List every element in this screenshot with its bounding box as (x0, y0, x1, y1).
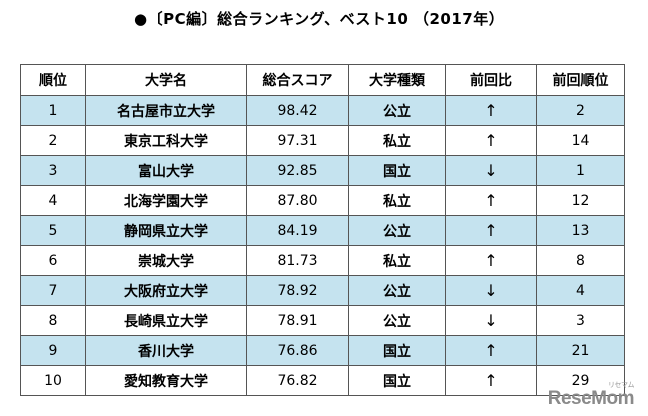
cell-university-name: 崇城大学 (85, 245, 247, 276)
table-row: 1 名古屋市立大学 98.42 公立 ↑ 2 (20, 95, 625, 126)
cell-score: 98.42 (246, 95, 349, 126)
table-row: 10 愛知教育大学 76.82 国立 ↑ 29 (20, 365, 625, 396)
cell-rank: 10 (20, 365, 86, 396)
cell-rank: 8 (20, 305, 86, 336)
cell-university-name: 東京工科大学 (85, 125, 247, 156)
cell-rank: 1 (20, 95, 86, 126)
header-type: 大学種類 (348, 64, 446, 96)
header-university: 大学名 (85, 64, 247, 96)
cell-previous-rank: 21 (536, 335, 625, 366)
table-header-row: 順位 大学名 総合スコア 大学種類 前回比 前回順位 (20, 64, 625, 96)
cell-rank: 7 (20, 275, 86, 306)
cell-change-arrow: ↑ (445, 215, 537, 246)
page-title: ●〔PC編〕総合ランキング、ベスト10 （2017年） (134, 10, 505, 28)
cell-change-arrow: ↑ (445, 125, 537, 156)
cell-previous-rank: 2 (536, 95, 625, 126)
cell-university-type: 国立 (348, 335, 446, 366)
table-row: 6 崇城大学 81.73 私立 ↑ 8 (20, 245, 625, 276)
ranking-table: 順位 大学名 総合スコア 大学種類 前回比 前回順位 1 名古屋市立大学 98.42… (20, 64, 625, 396)
cell-university-name: 富山大学 (85, 155, 247, 186)
cell-change-arrow: ↓ (445, 275, 537, 306)
cell-university-type: 公立 (348, 275, 446, 306)
cell-score: 76.82 (246, 365, 349, 396)
cell-change-arrow: ↑ (445, 365, 537, 396)
cell-rank: 6 (20, 245, 86, 276)
cell-previous-rank: 1 (536, 155, 625, 186)
cell-change-arrow: ↑ (445, 185, 537, 216)
cell-previous-rank: 4 (536, 275, 625, 306)
cell-score: 84.19 (246, 215, 349, 246)
resemom-logo: ReseMom リセマム (547, 382, 635, 410)
cell-rank: 3 (20, 155, 86, 186)
cell-rank: 9 (20, 335, 86, 366)
header-rank: 順位 (20, 64, 86, 96)
logo-ruby: リセマム (608, 382, 635, 389)
table-row: 2 東京工科大学 97.31 私立 ↑ 14 (20, 125, 625, 156)
cell-score: 76.86 (246, 335, 349, 366)
cell-change-arrow: ↓ (445, 155, 537, 186)
cell-university-name: 香川大学 (85, 335, 247, 366)
cell-score: 78.91 (246, 305, 349, 336)
cell-university-name: 北海学園大学 (85, 185, 247, 216)
cell-previous-rank: 8 (536, 245, 625, 276)
cell-score: 97.31 (246, 125, 349, 156)
cell-rank: 2 (20, 125, 86, 156)
cell-score: 81.73 (246, 245, 349, 276)
cell-university-name: 名古屋市立大学 (85, 95, 247, 126)
cell-change-arrow: ↑ (445, 95, 537, 126)
cell-previous-rank: 29 (536, 365, 625, 396)
cell-change-arrow: ↑ (445, 335, 537, 366)
table-row: 9 香川大学 76.86 国立 ↑ 21 (20, 335, 625, 366)
cell-university-name: 静岡県立大学 (85, 215, 247, 246)
cell-rank: 5 (20, 215, 86, 246)
header-score: 総合スコア (246, 64, 349, 96)
cell-previous-rank: 3 (536, 305, 625, 336)
cell-change-arrow: ↓ (445, 305, 537, 336)
cell-university-name: 大阪府立大学 (85, 275, 247, 306)
table-row: 7 大阪府立大学 78.92 公立 ↓ 4 (20, 275, 625, 306)
header-change: 前回比 (445, 64, 537, 96)
table-row: 8 長崎県立大学 78.91 公立 ↓ 3 (20, 305, 625, 336)
cell-university-type: 国立 (348, 155, 446, 186)
cell-university-type: 国立 (348, 365, 446, 396)
cell-score: 87.80 (246, 185, 349, 216)
cell-university-name: 愛知教育大学 (85, 365, 247, 396)
header-previous-rank: 前回順位 (536, 64, 625, 96)
cell-university-type: 私立 (348, 185, 446, 216)
cell-university-name: 長崎県立大学 (85, 305, 247, 336)
cell-score: 78.92 (246, 275, 349, 306)
cell-change-arrow: ↑ (445, 245, 537, 276)
cell-previous-rank: 14 (536, 125, 625, 156)
cell-university-type: 公立 (348, 305, 446, 336)
logo-text: ReseMom (547, 388, 635, 409)
cell-university-type: 私立 (348, 245, 446, 276)
cell-rank: 4 (20, 185, 86, 216)
cell-university-type: 公立 (348, 215, 446, 246)
table-row: 5 静岡県立大学 84.19 公立 ↑ 13 (20, 215, 625, 246)
table-row: 4 北海学園大学 87.80 私立 ↑ 12 (20, 185, 625, 216)
cell-previous-rank: 13 (536, 215, 625, 246)
cell-score: 92.85 (246, 155, 349, 186)
table-row: 3 富山大学 92.85 国立 ↓ 1 (20, 155, 625, 186)
cell-previous-rank: 12 (536, 185, 625, 216)
cell-university-type: 公立 (348, 95, 446, 126)
cell-university-type: 私立 (348, 125, 446, 156)
